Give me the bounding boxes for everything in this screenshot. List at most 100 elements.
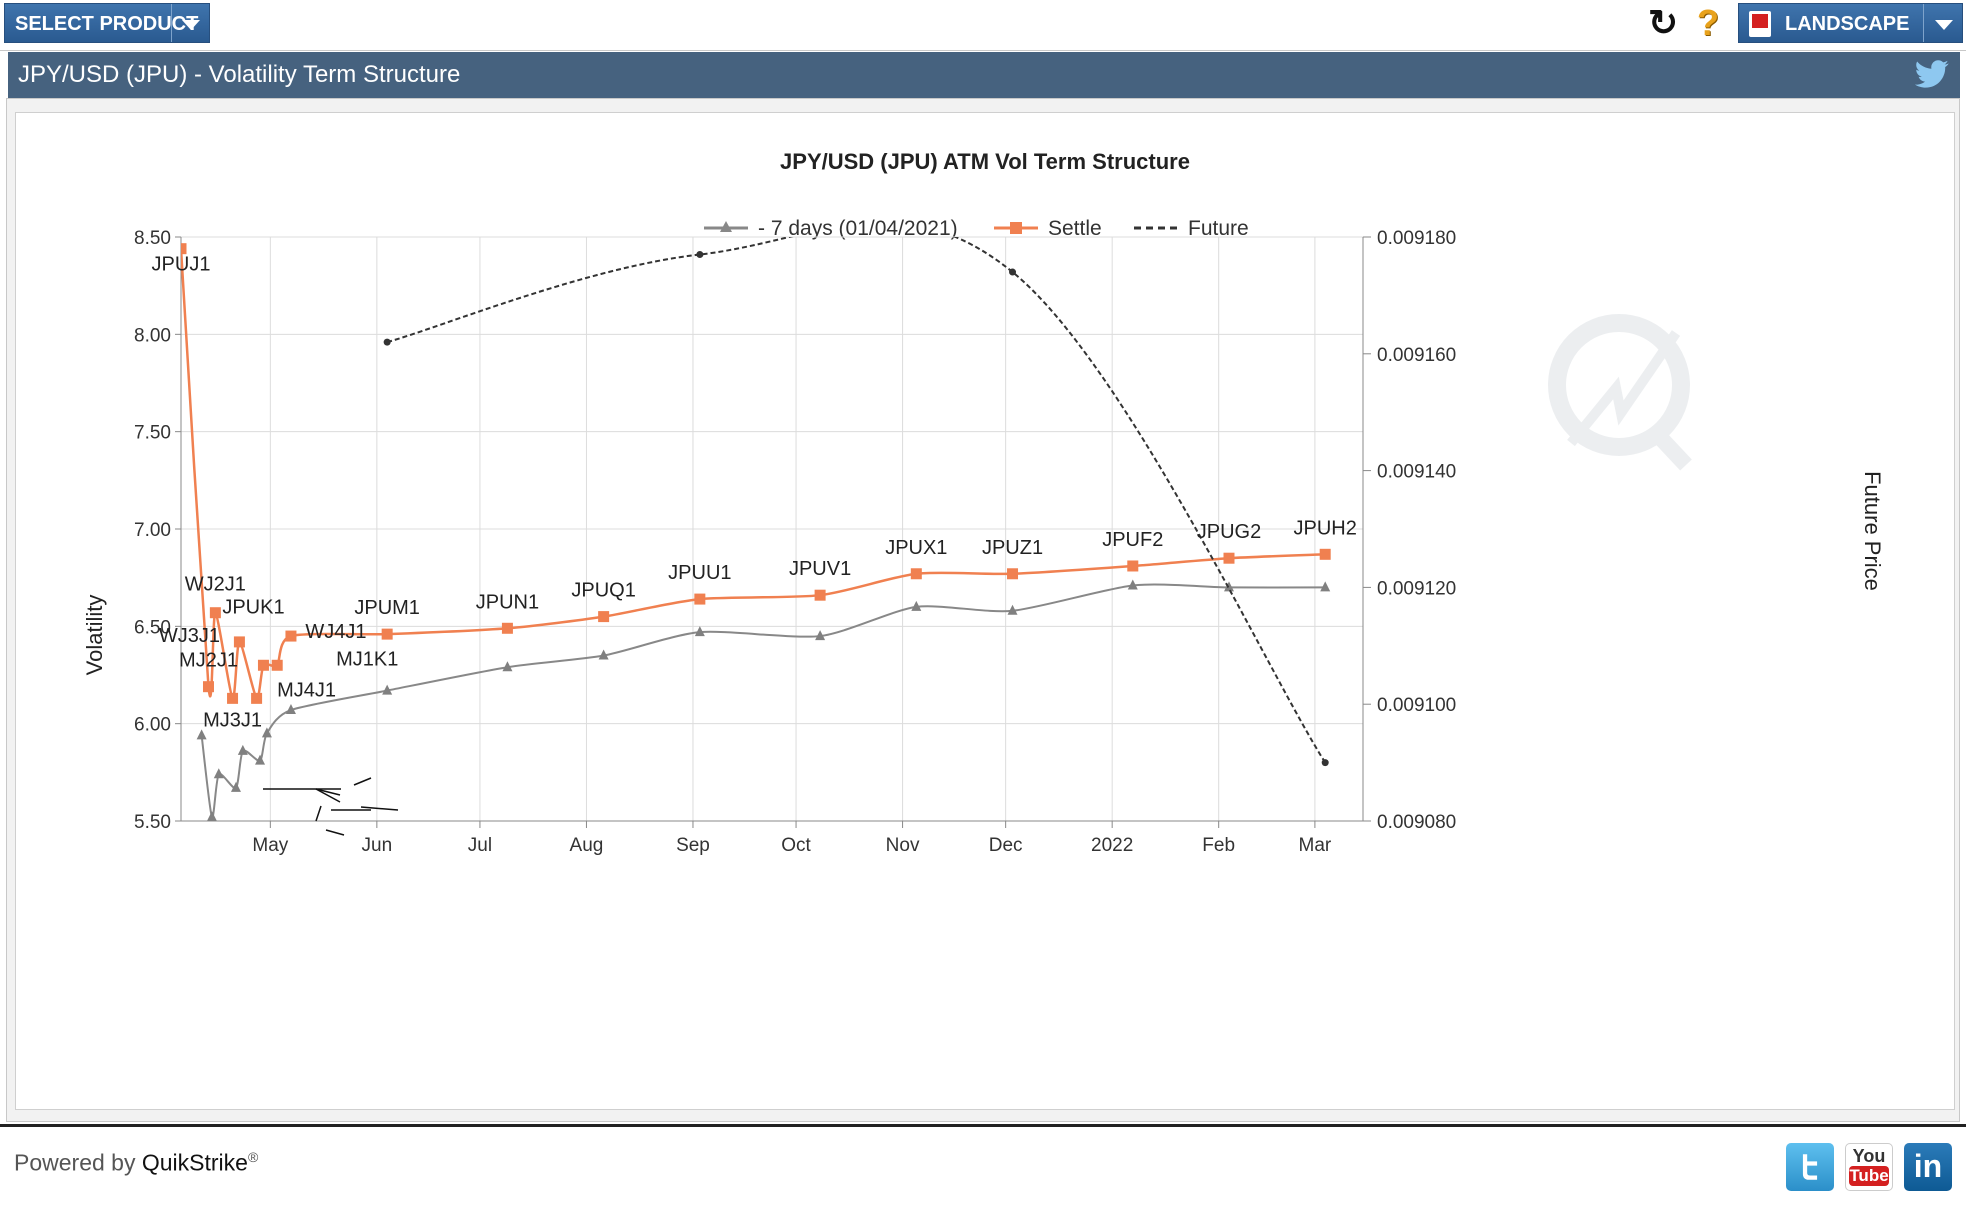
chevron-down-icon xyxy=(1935,20,1953,30)
settle-point xyxy=(285,630,297,642)
x-tick-label: Jul xyxy=(468,835,492,856)
settle-point xyxy=(251,692,263,704)
y-tick-label: 7.50 xyxy=(134,423,171,444)
landscape-label: LANDSCAPE xyxy=(1785,13,1910,35)
settle-point-label: JPUM1 xyxy=(354,597,420,619)
youtube-you: You xyxy=(1852,1146,1886,1166)
settle-point-label: JPUZ1 xyxy=(982,537,1043,559)
y2-tick-label: 0.009140 xyxy=(1377,462,1456,483)
prior-point xyxy=(255,754,266,765)
landscape-button[interactable]: LANDSCAPE xyxy=(1738,3,1963,43)
prior-point xyxy=(911,600,922,611)
y2-tick-label: 0.009100 xyxy=(1377,695,1456,716)
x-tick-label: Nov xyxy=(886,835,920,856)
y2-tick-label: 0.009160 xyxy=(1377,345,1456,366)
settle-point xyxy=(271,659,283,671)
settle-point-label: MJ2J1 xyxy=(179,650,238,672)
settle-point-label: JPUJ1 xyxy=(152,254,211,276)
prior-point xyxy=(1127,579,1138,590)
y-tick-label: 5.50 xyxy=(134,812,171,833)
y2-tick-label: 0.009080 xyxy=(1377,812,1456,833)
prior-point xyxy=(598,649,609,660)
settle-point xyxy=(202,681,214,693)
settle-point-label: JPUN1 xyxy=(476,591,539,613)
settle-point-label: JPUF2 xyxy=(1102,529,1163,551)
y-tick-label: 6.50 xyxy=(134,617,171,638)
y-tick-label: 8.00 xyxy=(134,325,171,346)
settle-point-label: JPUX1 xyxy=(885,537,947,559)
label-callout-line xyxy=(315,805,322,822)
settle-point-label: WJ4J1 xyxy=(305,621,366,643)
prior-point xyxy=(261,727,272,738)
prior-point xyxy=(206,811,217,821)
prior-point xyxy=(230,781,241,792)
twitter-icon[interactable] xyxy=(1786,1143,1834,1191)
prior-point xyxy=(1223,581,1234,592)
label-callout-line xyxy=(315,788,341,796)
x-tick-label: Oct xyxy=(781,835,811,856)
label-callout-line xyxy=(325,829,345,836)
powered-by: Powered by QuikStrike® xyxy=(14,1149,258,1177)
powered-by-text: Powered by xyxy=(14,1149,142,1176)
x-tick-label: Dec xyxy=(989,835,1023,856)
select-product-button[interactable]: SELECT PRODUCT xyxy=(4,3,210,43)
top-toolbar: SELECT PRODUCT ↻ ? LANDSCAPE xyxy=(0,0,1966,51)
y-axis-label: Volatility xyxy=(82,595,107,676)
chart-grid xyxy=(180,236,1364,822)
legend-future: Future xyxy=(1188,217,1249,240)
prior-point xyxy=(815,630,826,641)
settle-point xyxy=(694,593,706,605)
settle-point xyxy=(233,636,245,648)
footer: Powered by QuikStrike® You Tube in xyxy=(0,1124,1966,1219)
prior-point xyxy=(1320,581,1331,592)
y-tick-label: 8.50 xyxy=(134,228,171,249)
prior-point xyxy=(237,744,248,755)
chart-point-labels: JPUJ1 MJ2J1 WJ2J1 MJ3J1 WJ3J1 MJ4J1 JPUK1 MJ1K1… xyxy=(152,254,1357,836)
page-title: JPY/USD (JPU) - Volatility Term Structur… xyxy=(18,61,461,88)
brand-link[interactable]: QuikStrike xyxy=(141,1149,248,1176)
y2-tick-label: 0.009180 xyxy=(1377,228,1456,249)
youtube-icon[interactable]: You Tube xyxy=(1845,1143,1893,1191)
settle-point-label: JPUU1 xyxy=(668,562,731,584)
label-callout-line xyxy=(360,806,399,811)
prior-point xyxy=(1007,604,1018,615)
select-product-label: SELECT PRODUCT xyxy=(15,13,199,35)
linkedin-icon[interactable]: in xyxy=(1904,1143,1952,1191)
legend-prior: - 7 days (01/04/2021) xyxy=(758,217,958,240)
watermark-logo xyxy=(1548,314,1692,471)
y-tick-label: 6.00 xyxy=(134,715,171,736)
prior-point xyxy=(502,661,513,672)
settle-point xyxy=(257,659,269,671)
settle-point-label: WJ2J1 xyxy=(185,574,246,596)
prior-point xyxy=(694,626,705,637)
landscape-dropdown[interactable] xyxy=(1923,4,1963,42)
help-icon[interactable]: ? xyxy=(1697,2,1719,43)
y2-axis-label: Future Price xyxy=(1860,471,1885,591)
y2-tick-label: 0.009120 xyxy=(1377,578,1456,599)
settle-point-label: JPUH2 xyxy=(1294,517,1357,539)
linkedin-text: in xyxy=(1913,1148,1943,1184)
chart-axes: 8.50 8.00 7.50 7.00 6.50 6.00 5.50 0.009180 0.00… xyxy=(134,228,1456,856)
settle-point xyxy=(910,568,922,580)
settle-point-label: JPUV1 xyxy=(789,558,851,580)
label-callout-line xyxy=(353,777,372,786)
future-point xyxy=(1321,759,1329,767)
settle-point xyxy=(1007,568,1019,580)
future-line xyxy=(386,237,1327,764)
settle-point-label: MJ4J1 xyxy=(277,679,336,701)
settle-point-label: MJ3J1 xyxy=(203,709,262,731)
refresh-icon[interactable]: ↻ xyxy=(1648,2,1679,43)
settle-point xyxy=(814,589,826,601)
x-tick-label: May xyxy=(252,835,288,856)
settle-point xyxy=(1319,548,1331,560)
twitter-icon[interactable] xyxy=(1914,60,1950,90)
settle-point-label: MJ1K1 xyxy=(336,648,398,670)
x-tick-label: 2022 xyxy=(1091,835,1133,856)
settle-point-label: JPUG2 xyxy=(1197,521,1261,543)
x-tick-label: Sep xyxy=(676,835,710,856)
chart-series xyxy=(181,237,1331,821)
x-tick-label: Feb xyxy=(1202,835,1235,856)
label-callout-line xyxy=(315,788,341,803)
select-product-dropdown[interactable] xyxy=(171,4,210,42)
x-tick-label: Mar xyxy=(1299,835,1332,856)
